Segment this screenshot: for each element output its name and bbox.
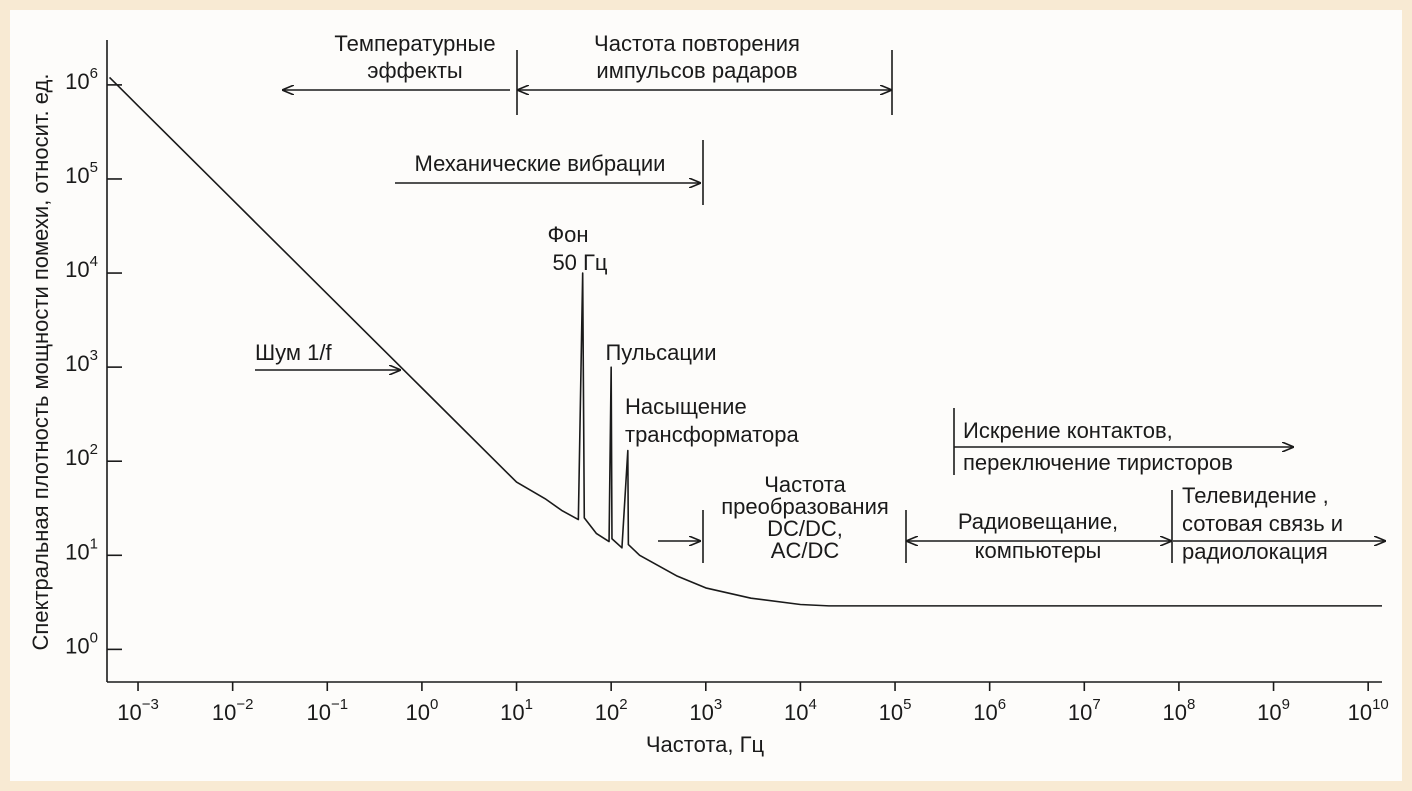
tick-base: 10	[500, 700, 524, 725]
tick-base: 10	[65, 633, 89, 658]
tick-base: 10	[306, 700, 330, 725]
y-tick-label: 102	[65, 441, 98, 470]
annotation: Искрение контактов,	[963, 418, 1173, 443]
annotation: Фон	[547, 222, 588, 247]
tick-base: 10	[1163, 700, 1187, 725]
x-tick-label: 109	[1257, 696, 1290, 725]
tick-base: 10	[212, 700, 236, 725]
tick-base: 10	[973, 700, 997, 725]
annotation: трансформатора	[625, 422, 799, 447]
tick-exponent: 6	[90, 65, 98, 82]
tick-exponent: 9	[1282, 696, 1290, 713]
tick-base: 10	[117, 700, 141, 725]
annotation: Телевидение ,	[1182, 483, 1329, 508]
annotation: преобразования	[721, 494, 889, 519]
y-tick-label: 106	[65, 65, 98, 94]
annotation: Радиовещание,	[958, 509, 1118, 534]
tick-exponent: −3	[142, 696, 159, 713]
tick-exponent: 5	[90, 159, 98, 176]
x-tick-label: 102	[595, 696, 628, 725]
tick-exponent: 4	[808, 696, 816, 713]
tick-exponent: 1	[525, 696, 533, 713]
tick-base: 10	[65, 163, 89, 188]
tick-exponent: 3	[714, 696, 722, 713]
tick-exponent: 0	[90, 629, 98, 646]
y-axis-title: Спектральная плотность мощности помехи, …	[28, 74, 53, 651]
tick-base: 10	[879, 700, 903, 725]
annotation: сотовая связь и	[1182, 511, 1343, 536]
tick-exponent: 5	[903, 696, 911, 713]
tick-base: 10	[65, 445, 89, 470]
x-tick-label: 106	[973, 696, 1006, 725]
annotation: Механические вибрации	[415, 151, 666, 176]
tick-exponent: 10	[1372, 696, 1389, 713]
tick-base: 10	[784, 700, 808, 725]
annotation: Частота повторения	[594, 31, 800, 56]
tick-base: 10	[405, 700, 429, 725]
annotation: импульсов радаров	[596, 58, 797, 83]
tick-exponent: 3	[90, 347, 98, 364]
y-tick-label: 103	[65, 347, 98, 376]
annotation: компьютеры	[975, 538, 1102, 563]
x-tick-label: 107	[1068, 696, 1101, 725]
annotation: Шум 1/f	[255, 340, 333, 365]
x-tick-label: 104	[784, 696, 817, 725]
annotation: Температурные	[334, 31, 495, 56]
tick-base: 10	[65, 539, 89, 564]
x-tick-label: 100	[405, 696, 438, 725]
x-tick-label: 10−3	[117, 696, 159, 725]
tick-base: 10	[65, 351, 89, 376]
tick-exponent: −2	[236, 696, 253, 713]
tick-exponent: 8	[1187, 696, 1195, 713]
tick-exponent: −1	[331, 696, 348, 713]
x-tick-label: 105	[879, 696, 912, 725]
x-tick-label: 103	[689, 696, 722, 725]
y-tick-label: 101	[65, 535, 98, 564]
panel	[10, 10, 1402, 781]
x-axis-title: Частота, Гц	[646, 732, 765, 757]
tick-base: 10	[65, 257, 89, 282]
annotation: Насыщение	[625, 394, 747, 419]
x-tick-label: 1010	[1348, 696, 1389, 725]
tick-base: 10	[689, 700, 713, 725]
tick-base: 10	[1068, 700, 1092, 725]
noise-curve	[108, 76, 1382, 607]
annotation-arrows	[255, 50, 1385, 563]
x-tick-label: 101	[500, 696, 533, 725]
tick-base: 10	[1257, 700, 1281, 725]
tick-base: 10	[65, 69, 89, 94]
x-tick-label: 10−1	[306, 696, 348, 725]
tick-exponent: 6	[998, 696, 1006, 713]
annotation: DC/DC,	[767, 516, 843, 541]
annotation: радиолокация	[1182, 539, 1328, 564]
tick-exponent: 1	[90, 535, 98, 552]
annotation: эффекты	[367, 58, 462, 83]
y-tick-label: 105	[65, 159, 98, 188]
annotation: переключение тиристоров	[963, 450, 1233, 475]
annotation: Пульсации	[605, 340, 716, 365]
x-tick-label: 10−2	[212, 696, 254, 725]
x-tick-label: 108	[1163, 696, 1196, 725]
annotation: AC/DC	[771, 538, 840, 563]
tick-exponent: 0	[430, 696, 438, 713]
annotation: Частота	[764, 472, 846, 497]
y-tick-label: 100	[65, 629, 98, 658]
tick-exponent: 7	[1092, 696, 1100, 713]
tick-base: 10	[1348, 700, 1372, 725]
tick-exponent: 2	[90, 441, 98, 458]
tick-exponent: 4	[90, 253, 98, 270]
y-tick-label: 104	[65, 253, 98, 282]
tick-exponent: 2	[619, 696, 627, 713]
annotation: 50 Гц	[552, 250, 607, 275]
tick-base: 10	[595, 700, 619, 725]
